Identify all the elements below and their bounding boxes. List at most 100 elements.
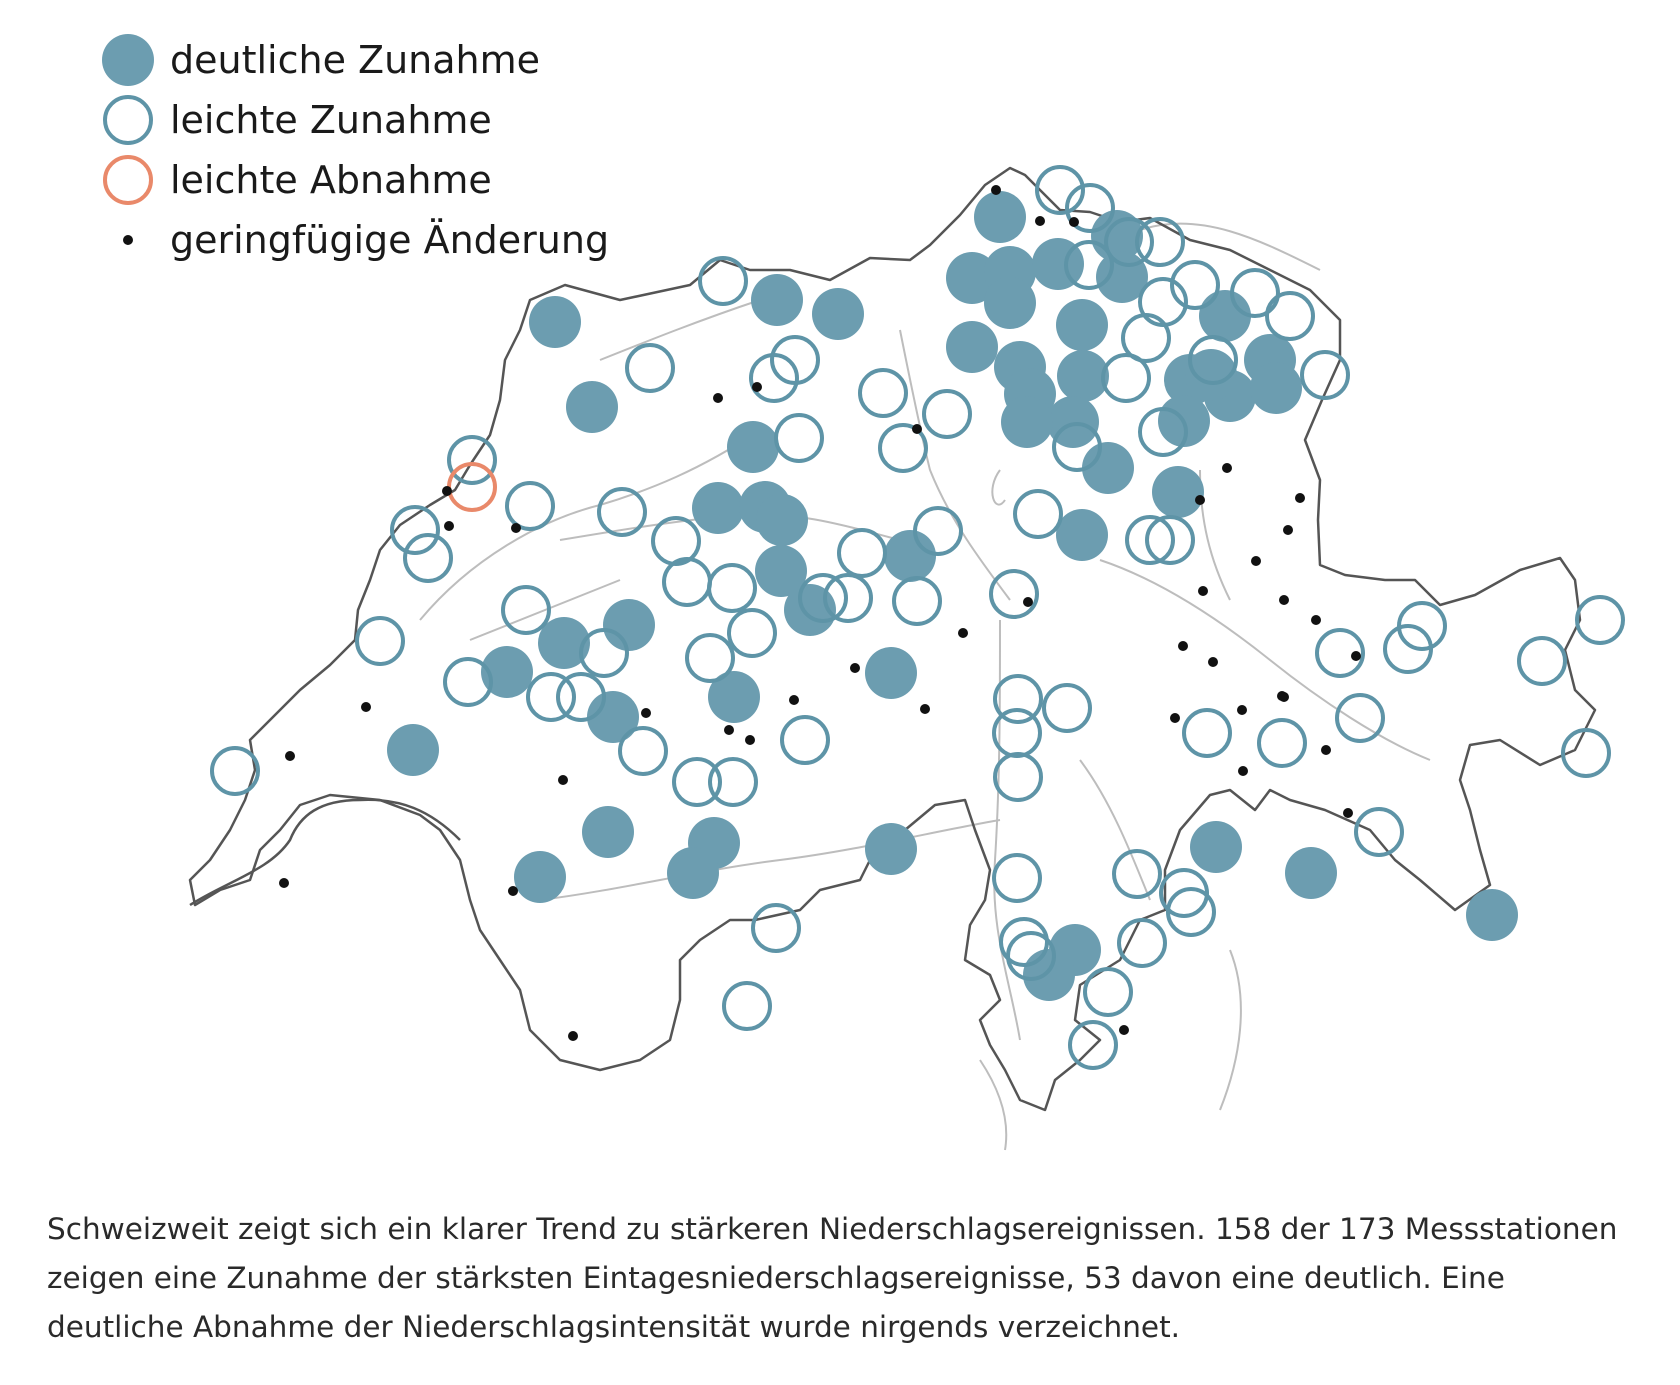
leichte-zunahme-marker: [1013, 489, 1063, 539]
leichte-zunahme-marker: [672, 757, 722, 807]
geringfuegige-aenderung-marker: [1279, 595, 1289, 605]
leichte-zunahme-marker: [685, 633, 735, 683]
leichte-zunahme-marker: [1117, 918, 1167, 968]
deutliche-zunahme-marker: [865, 647, 917, 699]
leichte-zunahme-marker: [1575, 595, 1625, 645]
leichte-zunahme-marker: [403, 533, 453, 583]
legend-item-geringfuegige-aenderung: geringfügige Änderung: [100, 210, 609, 270]
leichte-zunahme-marker: [1265, 291, 1315, 341]
geringfuegige-aenderung-marker: [558, 775, 568, 785]
map-caption: Schweizweit zeigt sich ein klarer Trend …: [47, 1212, 1618, 1344]
geringfuegige-aenderung-marker: [912, 424, 922, 434]
leichte-zunahme-marker: [1068, 1020, 1118, 1070]
geringfuegige-aenderung-marker: [1351, 651, 1361, 661]
leichte-zunahme-marker: [597, 487, 647, 537]
deutliche-zunahme-marker: [1152, 466, 1204, 518]
leichte-zunahme-marker: [1035, 165, 1085, 215]
leichte-zunahme-marker: [992, 708, 1042, 758]
deutliche-zunahme-marker: [692, 482, 744, 534]
leichte-zunahme-marker: [708, 757, 758, 807]
leichte-zunahme-marker: [1517, 636, 1567, 686]
geringfuegige-aenderung-marker: [1023, 597, 1033, 607]
leichte-zunahme-marker: [1064, 240, 1114, 290]
geringfuegige-aenderung-marker: [724, 725, 734, 735]
geringfuegige-aenderung-marker: [1195, 495, 1205, 505]
leichte-zunahme-marker: [858, 368, 908, 418]
deutliche-zunahme-marker: [1199, 290, 1251, 342]
leichte-zunahme-marker: [1052, 422, 1102, 472]
geringfuegige-aenderung-marker: [285, 751, 295, 761]
leichte-zunahme-marker: [1383, 624, 1433, 674]
deutliche-zunahme-marker: [1466, 889, 1518, 941]
geringfuegige-aenderung-marker: [745, 735, 755, 745]
deutliche-zunahme-marker: [387, 724, 439, 776]
geringfuegige-aenderung-marker: [1295, 493, 1305, 503]
country-border: [188, 166, 1597, 1112]
leichte-zunahme-marker: [1121, 313, 1171, 363]
leichte-zunahme-marker: [1135, 217, 1185, 267]
geringfuegige-aenderung-marker: [1283, 525, 1293, 535]
leichte-zunahme-marker: [913, 506, 963, 556]
deutliche-zunahme-marker: [566, 381, 618, 433]
geringfuegige-aenderung-marker: [789, 695, 799, 705]
geringfuegige-aenderung-marker: [752, 382, 762, 392]
deutliche-zunahme-marker: [751, 274, 803, 326]
geringfuegige-aenderung-marker: [1277, 691, 1287, 701]
station-symbols: [210, 165, 1625, 1070]
leichte-zunahme-marker: [1145, 515, 1195, 565]
deutliche-zunahme-marker: [865, 823, 917, 875]
legend-label: deutliche Zunahme: [170, 38, 540, 82]
leichte-zunahme-marker: [1112, 849, 1162, 899]
deutliche-zunahme-marker: [582, 806, 634, 858]
deutliche-zunahme-marker: [1047, 396, 1099, 448]
geringfuegige-aenderung-marker: [1119, 1025, 1129, 1035]
leichte-zunahme-marker: [1170, 260, 1220, 310]
leichte-zunahme-marker: [1042, 683, 1092, 733]
legend: deutliche Zunahme leichte Zunahme leicht…: [100, 30, 609, 270]
leichte-zunahme-marker: [1354, 807, 1404, 857]
legend-item-leichte-abnahme: leichte Abnahme: [100, 150, 609, 210]
leichte-zunahme-marker: [1230, 268, 1280, 318]
orange-ring-icon: [100, 152, 156, 208]
leichte-zunahme-marker: [989, 569, 1039, 619]
leichte-zunahme-marker: [1101, 353, 1151, 403]
leichte-zunahme-marker: [1182, 708, 1232, 758]
leichte-zunahme-marker: [662, 557, 712, 607]
leichte-zunahme-marker: [698, 256, 748, 306]
leichte-zunahme-marker: [625, 343, 675, 393]
geringfuegige-aenderung-marker: [444, 521, 454, 531]
leichte-zunahme-marker: [1166, 887, 1216, 937]
leichte-zunahme-marker: [992, 853, 1042, 903]
deutliche-zunahme-marker: [481, 646, 533, 698]
leichte-zunahme-marker: [722, 981, 772, 1031]
leichte-zunahme-marker: [1300, 350, 1350, 400]
geringfuegige-aenderung-marker: [1170, 713, 1180, 723]
deutliche-zunahme-marker: [708, 671, 760, 723]
geringfuegige-aenderung-marker: [1069, 217, 1079, 227]
ring-icon: [100, 92, 156, 148]
geringfuegige-aenderung-marker: [1208, 657, 1218, 667]
deutliche-zunahme-marker: [1001, 396, 1053, 448]
leichte-zunahme-marker: [780, 715, 830, 765]
deutliche-zunahme-marker: [1057, 350, 1109, 402]
geringfuegige-aenderung-marker: [1321, 745, 1331, 755]
deutliche-zunahme-marker: [1056, 299, 1108, 351]
geringfuegige-aenderung-marker: [991, 185, 1001, 195]
geringfuegige-aenderung-marker: [1237, 705, 1247, 715]
leichte-zunahme-marker: [892, 576, 942, 626]
dot-icon: [100, 212, 156, 268]
filled-circle-icon: [100, 32, 156, 88]
deutliche-zunahme-marker: [1023, 949, 1075, 1001]
geringfuegige-aenderung-marker: [511, 523, 521, 533]
geringfuegige-aenderung-marker: [1311, 615, 1321, 625]
deutliche-zunahme-marker: [756, 494, 808, 546]
geringfuegige-aenderung-marker: [1251, 556, 1261, 566]
geringfuegige-aenderung-marker: [508, 886, 518, 896]
leichte-zunahme-marker: [1257, 718, 1307, 768]
leichte-zunahme-marker: [993, 752, 1043, 802]
geringfuegige-aenderung-marker: [850, 663, 860, 673]
leichte-zunahme-marker: [1104, 217, 1154, 267]
geringfuegige-aenderung-marker: [1222, 463, 1232, 473]
leichte-zunahme-marker: [210, 746, 260, 796]
deutliche-zunahme-marker: [755, 545, 807, 597]
